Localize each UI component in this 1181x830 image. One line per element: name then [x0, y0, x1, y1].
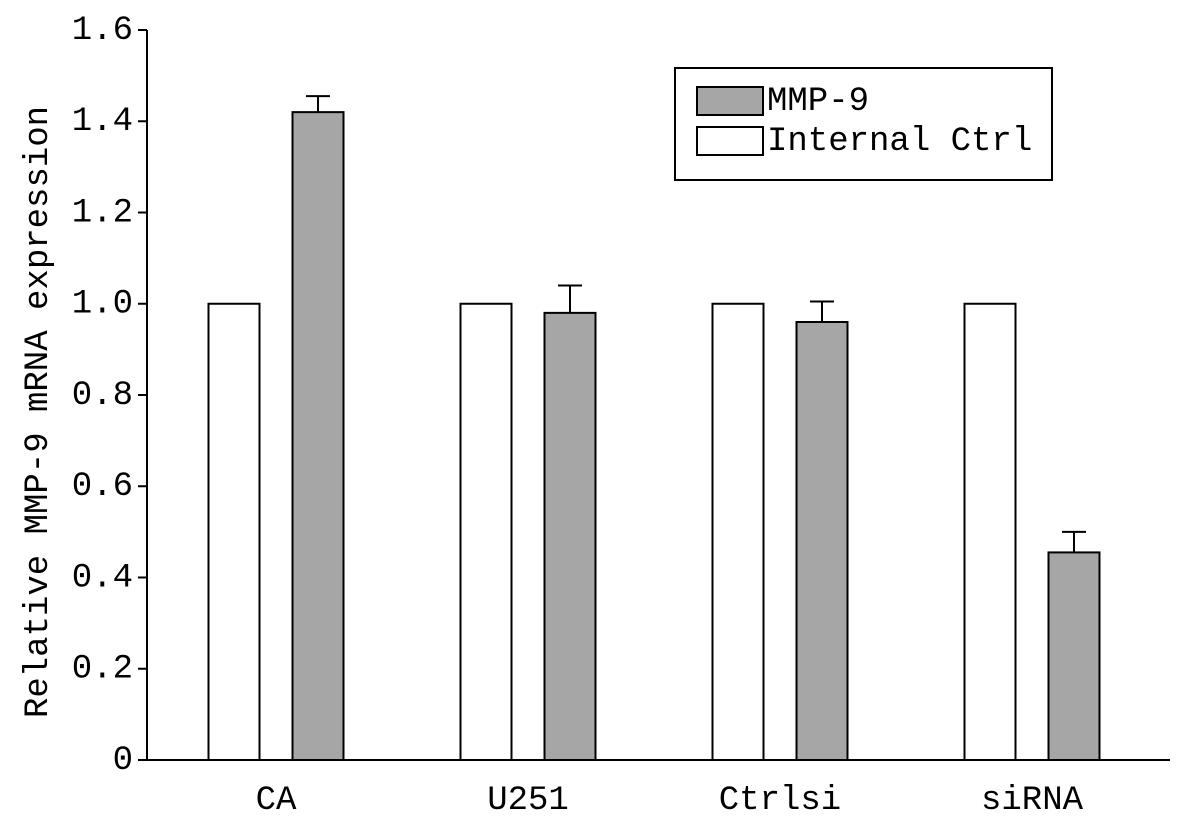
bar: [1047, 551, 1101, 761]
bar: [795, 321, 849, 761]
error-bar: [306, 95, 330, 113]
x-tick-label: U251: [487, 782, 569, 820]
y-tick-label: 1.4: [72, 103, 133, 141]
x-tick-label: siRNA: [981, 782, 1084, 820]
y-tick-label: 0.8: [72, 377, 133, 415]
bar: [459, 302, 513, 761]
y-tick-label: 1.2: [72, 194, 133, 232]
legend-swatch: [696, 126, 764, 156]
bar: [207, 302, 261, 761]
y-tick-label: 0.6: [72, 468, 133, 506]
bar: [963, 302, 1017, 761]
legend-label: MMP-9: [767, 83, 869, 121]
y-tick-label: 0: [113, 742, 133, 780]
x-tick-label: Ctrlsi: [719, 782, 841, 820]
error-bar: [810, 300, 834, 322]
y-tick-label: 1.0: [72, 286, 133, 324]
x-tick-label: CA: [256, 782, 297, 820]
y-tick-label: 0.2: [72, 651, 133, 689]
bar: [711, 302, 765, 761]
y-tick-label: 0.4: [72, 559, 133, 597]
legend-label: Internal Ctrl: [767, 123, 1032, 161]
error-bar: [1062, 530, 1086, 553]
error-bar: [558, 284, 582, 313]
legend-swatch: [696, 86, 764, 116]
bar: [291, 111, 345, 761]
bar: [543, 311, 597, 761]
y-tick-label: 1.6: [72, 12, 133, 50]
y-axis-label: Relative MMP-9 mRNA expression: [20, 106, 58, 718]
